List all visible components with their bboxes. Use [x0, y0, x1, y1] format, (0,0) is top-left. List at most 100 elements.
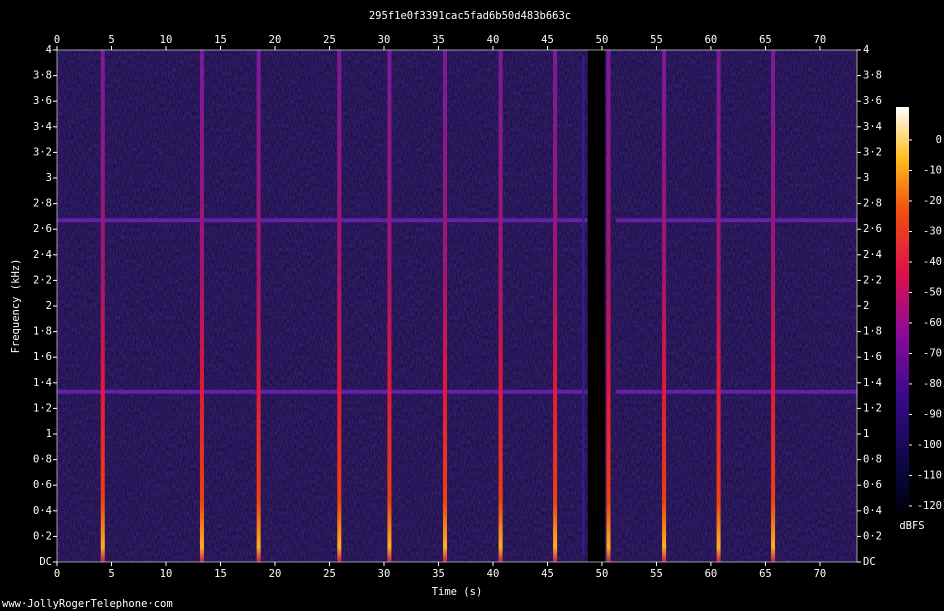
x-tick-label: 15	[214, 568, 227, 580]
click-event	[443, 50, 448, 562]
y-tick-label: 3	[46, 172, 52, 184]
tone-line	[57, 218, 588, 223]
colorbar	[896, 107, 909, 520]
click-event	[256, 50, 261, 562]
click-event	[662, 50, 667, 562]
tone-line	[57, 389, 588, 394]
x-tick-label: 25	[323, 568, 336, 580]
y-tick-label: 3·4	[33, 121, 52, 133]
plot-area	[56, 49, 858, 563]
y-tick-label: 1	[46, 428, 52, 440]
x-tick-label: 25	[323, 34, 336, 46]
x-tick-label: 10	[160, 568, 173, 580]
x-tick-label: 45	[541, 568, 554, 580]
colorbar-tick-label: -30	[923, 225, 942, 237]
x-tick-label: 50	[596, 568, 609, 580]
x-tick-label: 55	[650, 568, 663, 580]
colorbar-tick-label: -70	[923, 347, 942, 359]
click-event	[606, 50, 611, 562]
y-tick-label: 2	[863, 300, 869, 312]
x-tick-label: 70	[814, 568, 827, 580]
x-tick-label: 20	[269, 568, 282, 580]
colorbar-tick-label: -10	[923, 164, 942, 176]
x-tick-label: 65	[759, 34, 772, 46]
y-tick-label: DC	[863, 556, 876, 568]
dropout	[587, 50, 605, 562]
x-tick-label: 50	[596, 34, 609, 46]
y-tick-label: 3·6	[33, 95, 52, 107]
click-event	[553, 50, 558, 562]
tone-line	[616, 218, 857, 223]
y-tick-label: 0·8	[33, 454, 52, 466]
click-event	[337, 50, 342, 562]
x-tick-label: 35	[432, 34, 445, 46]
y-tick-label: 2·4	[33, 249, 52, 261]
spectrogram-noise	[57, 50, 857, 562]
y-tick-label: 0·8	[863, 454, 882, 466]
x-tick-label: 35	[432, 568, 445, 580]
y-tick-label: 1·8	[33, 326, 52, 338]
y-tick-label: 1·6	[33, 351, 52, 363]
x-tick-label: 40	[487, 568, 500, 580]
y-tick-label: 1·4	[33, 377, 52, 389]
y-tick-label: 4	[863, 44, 869, 56]
colorbar-tick-label: -80	[923, 378, 942, 390]
y-tick-label: 3	[863, 172, 869, 184]
y-tick-label: 0·6	[863, 479, 882, 491]
y-tick-label: 0·2	[33, 530, 52, 542]
x-tick-label: 65	[759, 568, 772, 580]
y-tick-label: 3·6	[863, 95, 882, 107]
y-tick-label: 3·2	[863, 146, 882, 158]
footer: www·JollyRogerTelephone·com	[2, 598, 173, 610]
y-tick-label: 3·8	[863, 70, 882, 82]
click-event	[387, 50, 392, 562]
x-tick-label: 0	[54, 34, 60, 46]
y-tick-label: 4	[46, 44, 52, 56]
y-tick-label: 0·4	[863, 505, 882, 517]
y-tick-label: 1·2	[863, 402, 882, 414]
x-tick-label: 5	[108, 34, 114, 46]
colorbar-tick-label: -110	[917, 469, 942, 481]
y-tick-label: 2·8	[863, 198, 882, 210]
y-tick-label: 0·6	[33, 479, 52, 491]
colorbar-tick-label: -40	[923, 256, 942, 268]
x-tick-label: 60	[705, 34, 718, 46]
x-tick-label: 45	[541, 34, 554, 46]
x-tick-label: 30	[378, 34, 391, 46]
y-tick-label: 0·4	[33, 505, 52, 517]
x-tick-label: 30	[378, 568, 391, 580]
y-axis-label: Frequency (kHz)	[10, 259, 22, 354]
faint-click	[582, 55, 585, 555]
click-event	[199, 50, 204, 562]
click-event	[100, 50, 105, 562]
colorbar-tick-label: -120	[917, 500, 942, 512]
click-event	[498, 50, 503, 562]
colorbar-tick-label: 0	[936, 134, 942, 146]
y-tick-label: 3·2	[33, 146, 52, 158]
x-axis-label: Time (s)	[432, 586, 483, 598]
colorbar-tick-label: -60	[923, 317, 942, 329]
click-event	[716, 50, 721, 562]
y-tick-label: 2·6	[33, 223, 52, 235]
y-tick-label: 1·6	[863, 351, 882, 363]
y-tick-label: 2·2	[863, 274, 882, 286]
x-tick-label: 10	[160, 34, 173, 46]
x-tick-label: 70	[814, 34, 827, 46]
colorbar-tick-label: -100	[917, 439, 942, 451]
chart-title: 295f1e0f3391cac5fad6b50d483b663c	[369, 10, 571, 22]
x-tick-label: 20	[269, 34, 282, 46]
y-tick-label: 1	[863, 428, 869, 440]
click-event	[771, 50, 776, 562]
y-tick-label: 3·4	[863, 121, 882, 133]
y-tick-label: 2·4	[863, 249, 882, 261]
y-tick-label: 2	[46, 300, 52, 312]
colorbar-tick-label: -20	[923, 195, 942, 207]
y-tick-label: 3·8	[33, 70, 52, 82]
colorbar-tick-label: -90	[923, 408, 942, 420]
tone-line	[616, 389, 857, 394]
y-tick-label: 2·6	[863, 223, 882, 235]
y-tick-label: 2·2	[33, 274, 52, 286]
y-tick-label: 2·8	[33, 198, 52, 210]
y-tick-label: 1·4	[863, 377, 882, 389]
